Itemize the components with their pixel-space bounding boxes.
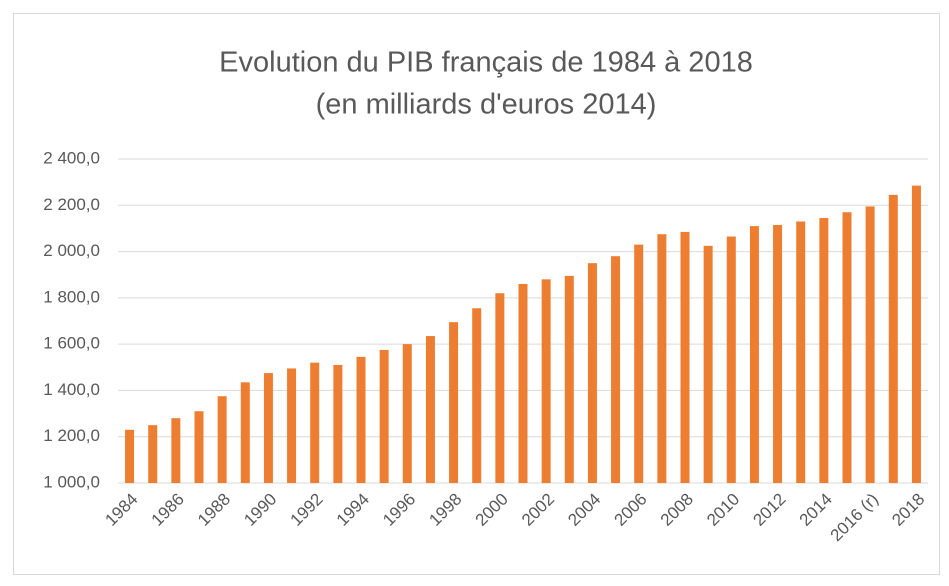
bar <box>402 344 412 483</box>
bar <box>657 234 667 483</box>
bar <box>287 368 297 483</box>
bar <box>379 349 389 483</box>
bar <box>796 221 806 483</box>
bar <box>310 362 320 483</box>
bar <box>888 194 898 483</box>
bar <box>541 279 551 483</box>
bar <box>611 256 621 483</box>
bar <box>680 231 690 483</box>
bar <box>564 275 574 483</box>
bar <box>333 364 343 483</box>
bar <box>518 283 528 483</box>
bar <box>425 336 435 483</box>
bar <box>356 356 366 483</box>
bar <box>749 226 759 483</box>
bar <box>449 322 459 483</box>
y-tick-label: 2 200,0 <box>43 195 100 214</box>
bar <box>217 396 227 483</box>
y-tick-label: 2 400,0 <box>43 148 100 167</box>
bar <box>773 224 783 483</box>
y-tick-label: 1 600,0 <box>43 334 100 353</box>
bar <box>726 236 736 483</box>
bar <box>587 263 597 483</box>
y-tick-label: 1 000,0 <box>43 472 100 491</box>
chart-subtitle: (en milliards d'euros 2014) <box>316 89 657 121</box>
bar <box>125 429 135 483</box>
bar <box>171 418 181 483</box>
bar <box>194 411 204 483</box>
bar <box>634 244 644 483</box>
bar <box>148 425 158 483</box>
bar <box>842 212 852 483</box>
bar <box>472 308 482 483</box>
bar <box>240 382 250 483</box>
y-tick-label: 2 000,0 <box>43 241 100 260</box>
bar <box>263 373 273 483</box>
y-tick-label: 1 800,0 <box>43 287 100 306</box>
chart-title: Evolution du PIB français de 1984 à 2018 <box>219 47 753 79</box>
bar <box>495 293 505 483</box>
bar <box>703 245 713 483</box>
bar <box>819 218 829 483</box>
bar <box>865 206 875 483</box>
y-tick-label: 1 200,0 <box>43 426 100 445</box>
bar <box>911 185 921 483</box>
y-tick-label: 1 400,0 <box>43 380 100 399</box>
